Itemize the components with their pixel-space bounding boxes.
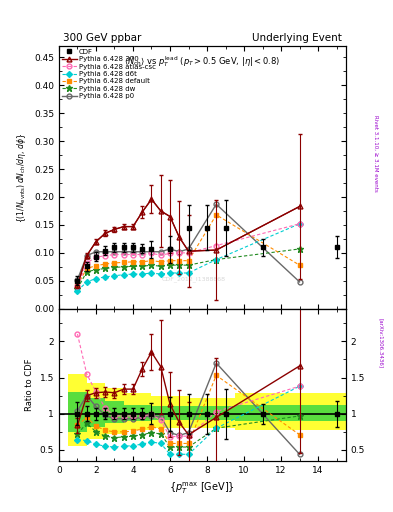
Y-axis label: Ratio to CDF: Ratio to CDF xyxy=(25,358,34,411)
Text: CDF_2012_I1388868: CDF_2012_I1388868 xyxy=(162,277,226,283)
Y-axis label: $\{(1/N_{\rm evnts})\,dN_{\rm ch}/d\eta,\,d\phi\}$: $\{(1/N_{\rm evnts})\,dN_{\rm ch}/d\eta,… xyxy=(15,132,28,223)
Text: 300 GeV ppbar: 300 GeV ppbar xyxy=(63,33,141,44)
Text: [arXiv:1306.3436]: [arXiv:1306.3436] xyxy=(378,318,383,368)
X-axis label: $\{p_T^{\rm max}$ [GeV]$\}$: $\{p_T^{\rm max}$ [GeV]$\}$ xyxy=(169,480,235,496)
Legend: CDF, Pythia 6.428 370, Pythia 6.428 atlas-csc, Pythia 6.428 d6t, Pythia 6.428 de: CDF, Pythia 6.428 370, Pythia 6.428 atla… xyxy=(61,48,157,100)
Text: Underlying Event: Underlying Event xyxy=(252,33,342,44)
Text: $\langle N_{\rm ch}\rangle$ vs $p_T^{\rm lead}$ ($p_T > 0.5$ GeV, $|\eta| < 0.8$: $\langle N_{\rm ch}\rangle$ vs $p_T^{\rm… xyxy=(124,54,281,69)
Text: Rivet 3.1.10, ≥ 3.1M events: Rivet 3.1.10, ≥ 3.1M events xyxy=(373,115,378,192)
